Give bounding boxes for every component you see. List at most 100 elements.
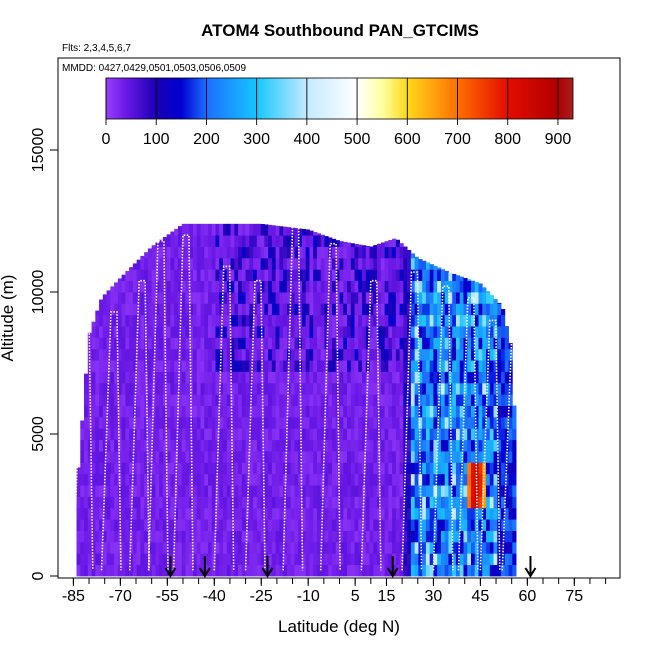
heatmap-cell <box>463 564 468 577</box>
heatmap-cell <box>192 553 198 566</box>
heatmap-cell <box>343 462 348 475</box>
heatmap-cell <box>230 235 235 247</box>
heatmap-cell <box>95 416 100 429</box>
heatmap-cell <box>215 235 220 247</box>
heatmap-cell <box>264 360 269 372</box>
heatmap-cell <box>185 496 190 509</box>
heatmap-cell <box>264 246 269 259</box>
heatmap-cell <box>279 360 284 372</box>
heatmap-cell <box>294 451 299 463</box>
heatmap-cell <box>121 382 126 395</box>
heatmap-cell <box>268 394 273 406</box>
heatmap-cell <box>294 337 299 350</box>
heatmap-cell <box>339 405 344 418</box>
heatmap-cell <box>369 519 374 531</box>
heatmap-cell <box>140 394 145 406</box>
heatmap-cell <box>80 439 85 452</box>
heatmap-cell <box>452 564 457 577</box>
heatmap-cell <box>226 246 231 259</box>
heatmap-cell <box>444 371 449 384</box>
heatmap-cell <box>99 348 104 361</box>
flight-track <box>457 296 479 571</box>
heatmap-cell <box>294 485 299 497</box>
heatmap-cell <box>512 507 517 520</box>
heatmap-cell <box>185 314 190 327</box>
heatmap-cell <box>316 257 322 270</box>
heatmap-cell <box>470 496 476 509</box>
heatmap-cell <box>388 462 393 475</box>
heatmap-cell <box>347 428 352 441</box>
heatmap-cell <box>429 303 434 316</box>
heatmap-cell <box>452 530 457 543</box>
heatmap-cell <box>80 496 85 509</box>
heatmap-cell <box>110 428 115 441</box>
heatmap-cell <box>313 394 318 406</box>
heatmap-cell <box>313 507 318 520</box>
heatmap-cell <box>365 382 370 395</box>
heatmap-cell <box>129 269 134 282</box>
heatmap-cell <box>395 280 401 293</box>
heatmap-cell <box>159 439 164 452</box>
heatmap-cell <box>316 371 322 384</box>
heatmap-cell <box>482 314 487 327</box>
heatmap-cell <box>358 451 363 463</box>
heatmap-cell <box>174 519 179 531</box>
heatmap-cell <box>223 348 228 361</box>
heatmap-cell <box>440 303 446 316</box>
heatmap-cell <box>189 280 194 293</box>
heatmap-cell <box>403 553 408 566</box>
heatmap-cell <box>275 564 280 577</box>
heatmap-cell <box>316 473 322 486</box>
heatmap-cell <box>279 519 284 531</box>
heatmap-cell <box>166 451 171 463</box>
heatmap-cell <box>234 348 239 361</box>
heatmap-cell <box>226 485 231 497</box>
heatmap-cell <box>99 416 104 429</box>
heatmap-cell <box>320 541 325 554</box>
heatmap-cell <box>196 314 201 327</box>
heatmap-cell <box>350 243 355 247</box>
heatmap-cell <box>204 428 209 441</box>
heatmap-cell <box>384 314 389 327</box>
heatmap-cell <box>110 564 115 577</box>
heatmap-cell <box>87 553 92 566</box>
heatmap-cell <box>275 507 280 520</box>
heatmap-cell <box>365 269 370 282</box>
heatmap-cell <box>155 242 160 247</box>
heatmap-cell <box>234 223 239 236</box>
heatmap-cell <box>331 280 337 293</box>
heatmap-cell <box>106 439 111 452</box>
heatmap-cell <box>181 496 186 509</box>
heatmap-cell <box>106 394 111 406</box>
heatmap-cell <box>316 496 322 509</box>
heatmap-cell <box>335 405 340 418</box>
heatmap-cell <box>395 553 401 566</box>
heatmap-cell <box>478 553 483 566</box>
heatmap-cell <box>99 439 104 452</box>
heatmap-cell <box>418 519 423 531</box>
heatmap-cell <box>144 371 149 384</box>
heatmap-cell <box>377 530 382 543</box>
heatmap-cell <box>410 416 416 429</box>
heatmap-cell <box>166 337 171 350</box>
heatmap-cell <box>478 303 483 316</box>
heatmap-cell <box>418 473 423 486</box>
heatmap-cell <box>166 246 171 259</box>
heatmap-cell <box>452 394 457 406</box>
heatmap-cell <box>132 348 138 361</box>
heatmap-cell <box>114 496 119 509</box>
heatmap-cell <box>226 269 231 282</box>
heatmap-cell <box>249 337 254 350</box>
heatmap-cell <box>200 485 205 497</box>
heatmap-cell <box>136 462 141 475</box>
heatmap-cell <box>155 337 160 350</box>
heatmap-cell <box>110 462 115 475</box>
heatmap-cell <box>283 348 288 361</box>
heatmap-cell <box>470 348 476 361</box>
heatmap-cell <box>230 303 235 316</box>
heatmap-cell <box>230 507 235 520</box>
heatmap-cell <box>223 280 228 293</box>
heatmap-cell <box>121 439 126 452</box>
heatmap-cell <box>286 451 292 463</box>
heatmap-cell <box>253 496 258 509</box>
